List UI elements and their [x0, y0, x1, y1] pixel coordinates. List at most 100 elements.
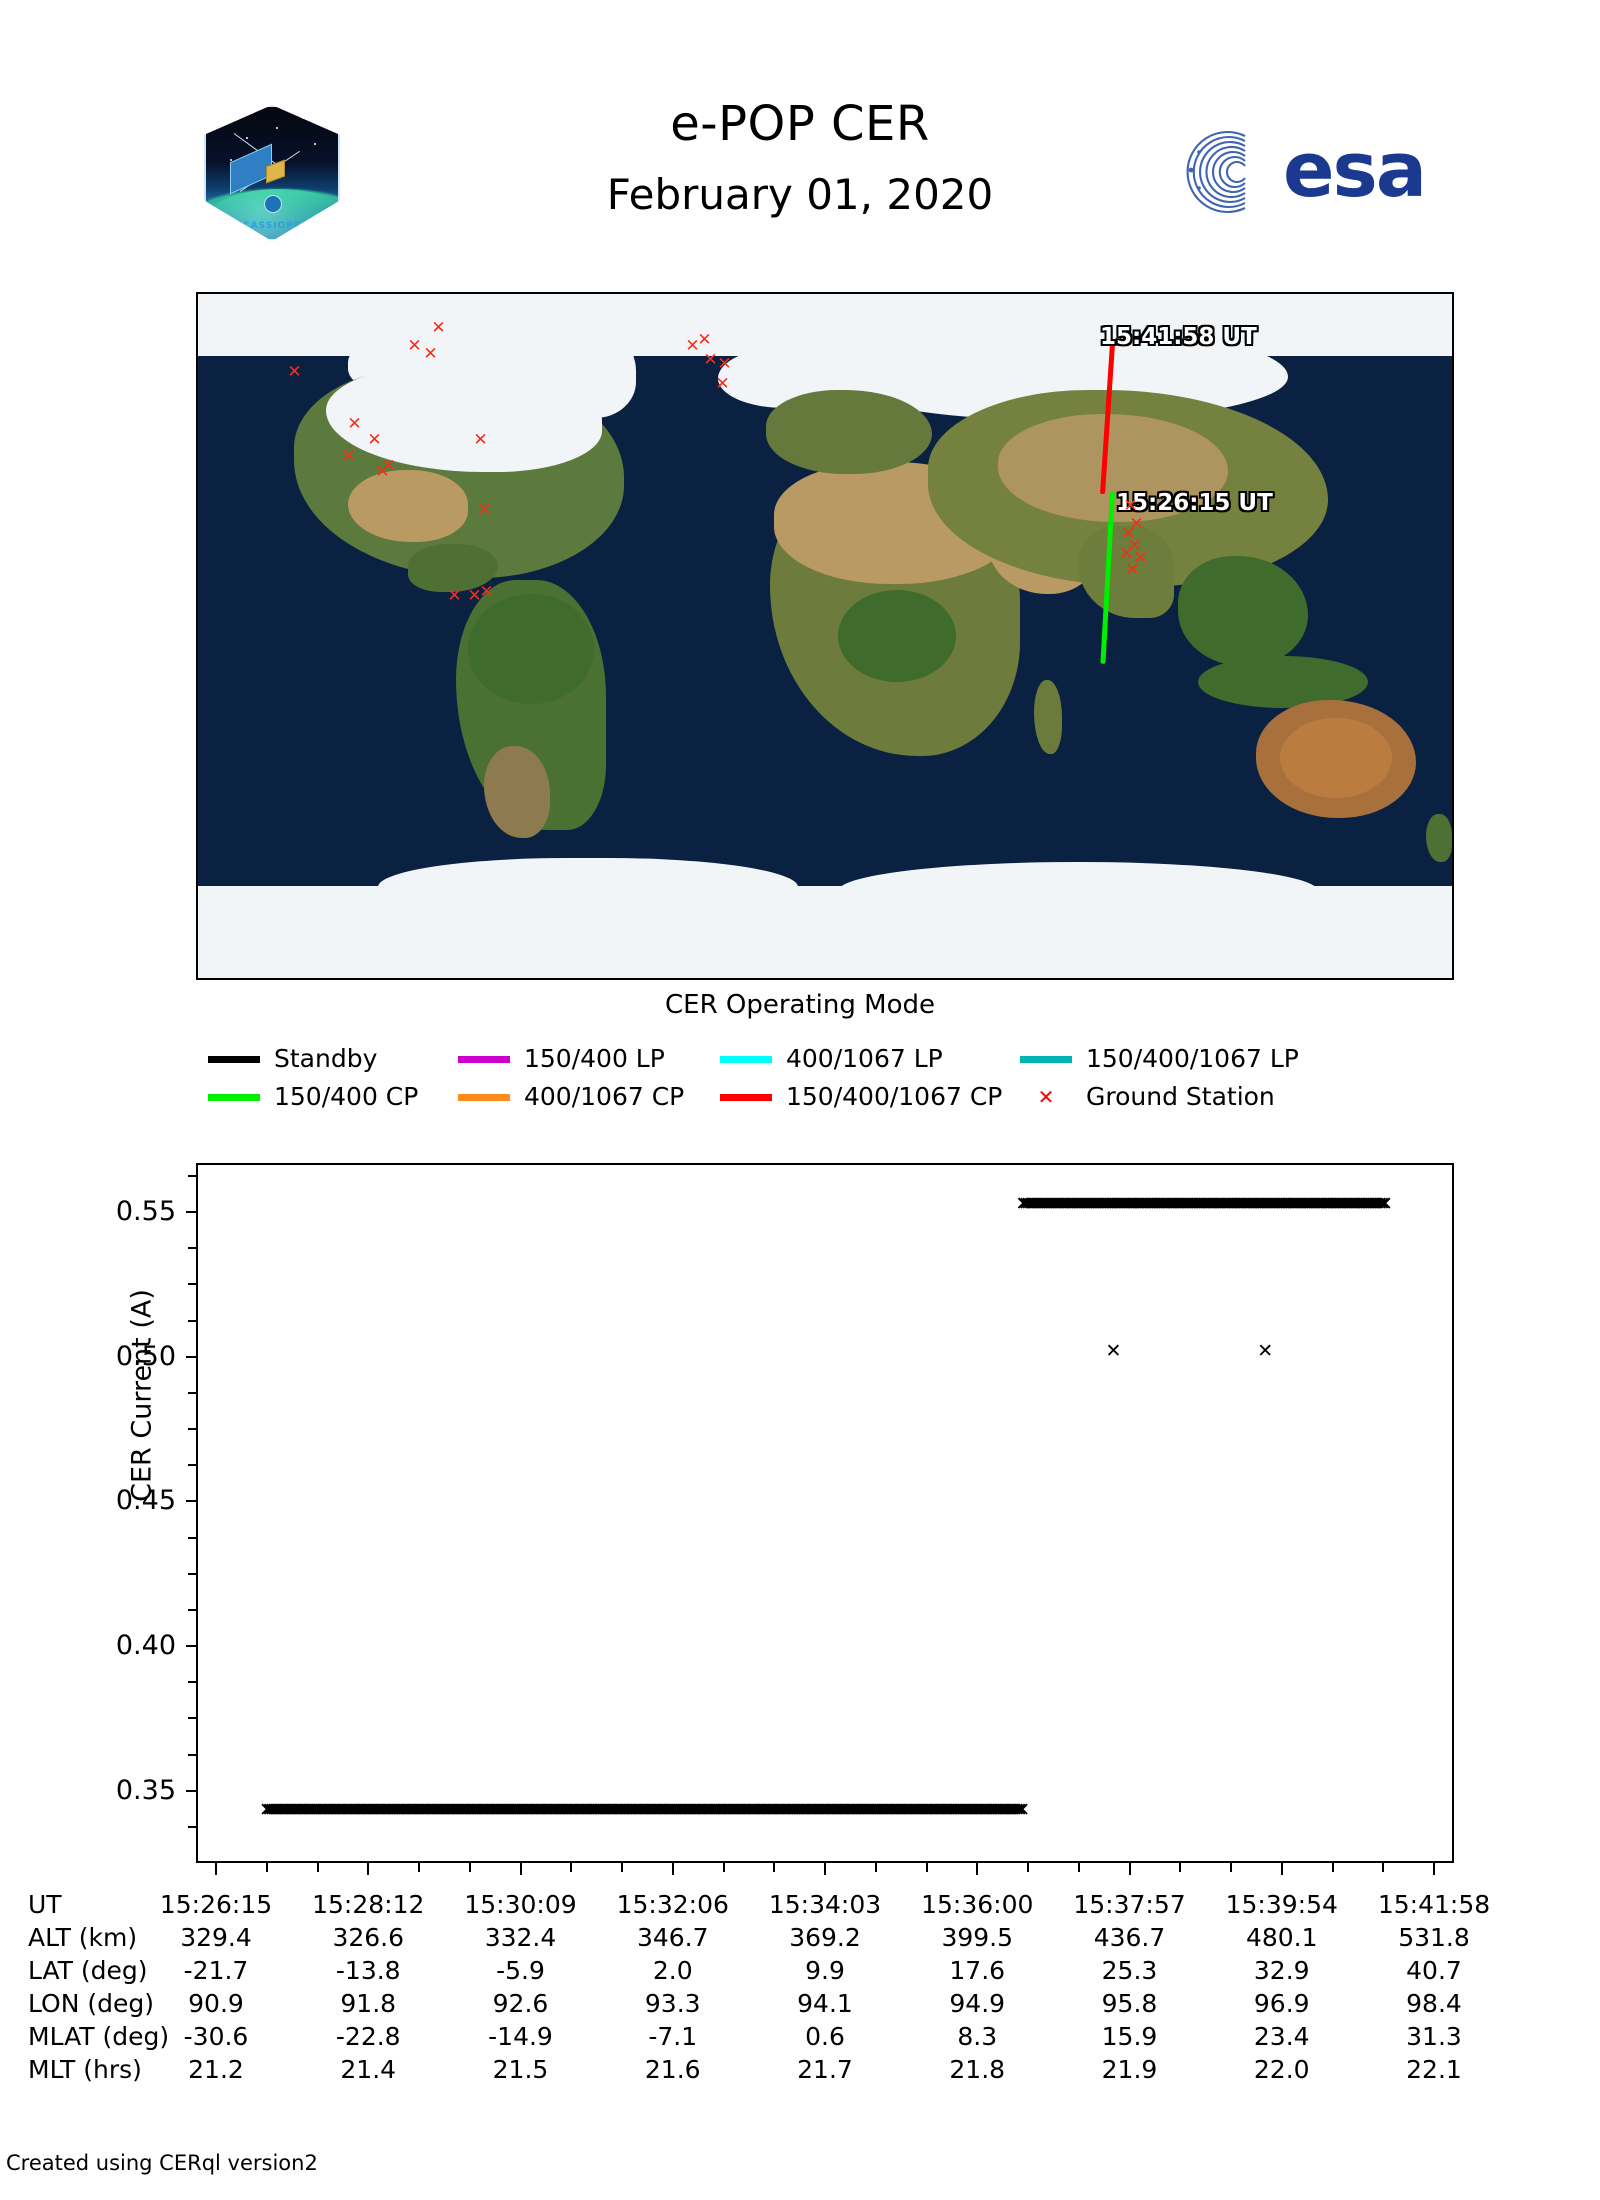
- data-point-marker: ✕: [1114, 1192, 1130, 1215]
- data-point-marker: ✕: [794, 1799, 810, 1822]
- y-tick-minor: [188, 1536, 197, 1539]
- data-point-marker: ✕: [547, 1799, 564, 1822]
- data-point-marker: ✕: [1229, 1192, 1246, 1215]
- cassiope-badge-text: CASSIOPE: [243, 221, 301, 231]
- data-point-marker: ✕: [1355, 1192, 1372, 1215]
- data-point-marker: ✕: [834, 1799, 851, 1822]
- data-point-marker: ✕: [1104, 1192, 1121, 1215]
- page-title: e-POP CER: [670, 96, 930, 152]
- data-point-marker: ✕: [789, 1799, 806, 1822]
- data-point-marker: ✕: [474, 1799, 491, 1822]
- legend-swatch-400-1067-cp: [458, 1093, 510, 1101]
- data-point-marker: ✕: [976, 1799, 993, 1822]
- table-cell: 15:32:06: [616, 1890, 729, 1919]
- data-point-marker: ✕: [1184, 1192, 1201, 1215]
- data-point-marker: ✕: [1036, 1192, 1053, 1215]
- table-cell: -7.1: [648, 2022, 698, 2051]
- data-point-marker: ✕: [408, 1799, 425, 1822]
- data-point-marker: ✕: [564, 1799, 581, 1822]
- ground-station-marker: ✕: [467, 586, 482, 606]
- data-point-marker: ✕: [973, 1799, 990, 1822]
- y-tick-label: 0.45: [115, 1485, 176, 1517]
- data-point-marker: ✕: [1158, 1192, 1175, 1215]
- y-tick: [186, 1355, 198, 1358]
- data-point-marker: ✕: [424, 1799, 441, 1822]
- data-point-marker: ✕: [1259, 1192, 1276, 1215]
- data-point-marker: ✕: [1175, 1192, 1192, 1215]
- data-point-marker: ✕: [928, 1799, 945, 1822]
- data-point-marker: ✕: [1276, 1192, 1292, 1215]
- data-point-marker: ✕: [978, 1799, 995, 1822]
- data-point-marker: ✕: [933, 1799, 950, 1822]
- table-cell: 95.8: [1101, 1989, 1158, 2018]
- data-point-marker: ✕: [869, 1799, 886, 1822]
- data-point-marker: ✕: [862, 1799, 879, 1822]
- data-point-marker: ✕: [730, 1799, 747, 1822]
- ground-station-marker: ✕: [341, 446, 356, 466]
- data-point-marker: ✕: [905, 1799, 922, 1822]
- data-point-marker: ✕: [678, 1799, 694, 1822]
- data-point-marker: ✕: [263, 1799, 280, 1822]
- table-cell: 90.9: [188, 1989, 244, 2018]
- data-point-marker: ✕: [656, 1799, 673, 1822]
- data-point-marker: ✕: [1085, 1192, 1102, 1215]
- table-cell: -21.7: [183, 1956, 249, 1985]
- table-cell: 9.9: [805, 1956, 845, 1985]
- x-tick-minor: [570, 1863, 573, 1872]
- data-point-marker: ✕: [351, 1799, 368, 1822]
- data-point-marker: ✕: [512, 1799, 529, 1822]
- table-cell: 94.1: [797, 1989, 853, 2018]
- y-tick-minor: [188, 1428, 197, 1431]
- data-point-marker: ✕: [514, 1799, 531, 1822]
- data-point-marker: ✕: [1203, 1192, 1220, 1215]
- data-point-marker: ✕: [365, 1799, 382, 1822]
- ground-station-marker: ✕: [715, 374, 730, 394]
- data-point-marker: ✕: [332, 1799, 349, 1822]
- data-point-marker: ✕: [1252, 1192, 1269, 1215]
- map-antarctic-peninsula: [378, 858, 798, 922]
- data-point-marker: ✕: [1323, 1192, 1339, 1215]
- data-point-marker: ✕: [988, 1799, 1005, 1822]
- y-tick: [186, 1500, 198, 1503]
- data-point-marker: ✕: [763, 1799, 780, 1822]
- data-point-marker: ✕: [1217, 1192, 1234, 1215]
- table-cell: 91.8: [340, 1989, 397, 2018]
- data-point-marker: ✕: [1236, 1192, 1253, 1215]
- data-point-marker: ✕: [715, 1799, 732, 1822]
- data-point-marker: ✕: [649, 1799, 666, 1822]
- data-point-marker: ✕: [955, 1799, 971, 1822]
- data-point-marker: ✕: [524, 1799, 541, 1822]
- data-point-marker: ✕: [1149, 1192, 1166, 1215]
- table-cell: 15.9: [1101, 2022, 1158, 2051]
- y-tick-label: 0.40: [115, 1630, 176, 1662]
- data-point-marker: ✕: [597, 1799, 614, 1822]
- legend-item-150-400-lp: 150/400 LP: [458, 1044, 720, 1074]
- data-point-marker: ✕: [651, 1799, 668, 1822]
- data-point-marker: ✕: [367, 1799, 384, 1822]
- data-point-marker: ✕: [846, 1799, 863, 1822]
- data-point-marker: ✕: [1278, 1192, 1295, 1215]
- data-point-marker: ✕: [1200, 1192, 1217, 1215]
- data-point-marker: ✕: [820, 1799, 836, 1822]
- data-point-marker: ✕: [287, 1799, 304, 1822]
- table-row-label: UT: [28, 1890, 62, 1919]
- data-point-marker: ✕: [668, 1799, 685, 1822]
- x-tick-minor: [316, 1863, 319, 1872]
- data-point-marker: ✕: [1027, 1192, 1044, 1215]
- data-point-marker: ✕: [760, 1799, 777, 1822]
- data-point-marker: ✕: [680, 1799, 697, 1822]
- data-point-marker: ✕: [284, 1799, 301, 1822]
- data-point-marker: ✕: [959, 1799, 976, 1822]
- data-point-marker: ✕: [611, 1799, 628, 1822]
- data-point-marker: ✕: [1222, 1192, 1238, 1215]
- data-point-marker: ✕: [1243, 1192, 1260, 1215]
- data-point-marker: ✕: [749, 1799, 765, 1822]
- data-point-marker: ✕: [569, 1799, 586, 1822]
- x-tick: [824, 1863, 826, 1875]
- data-point-marker: ✕: [318, 1799, 335, 1822]
- data-point-marker: ✕: [403, 1799, 420, 1822]
- data-point-marker: ✕: [857, 1799, 874, 1822]
- data-point-marker: ✕: [1193, 1192, 1210, 1215]
- data-point-marker: ✕: [940, 1799, 957, 1822]
